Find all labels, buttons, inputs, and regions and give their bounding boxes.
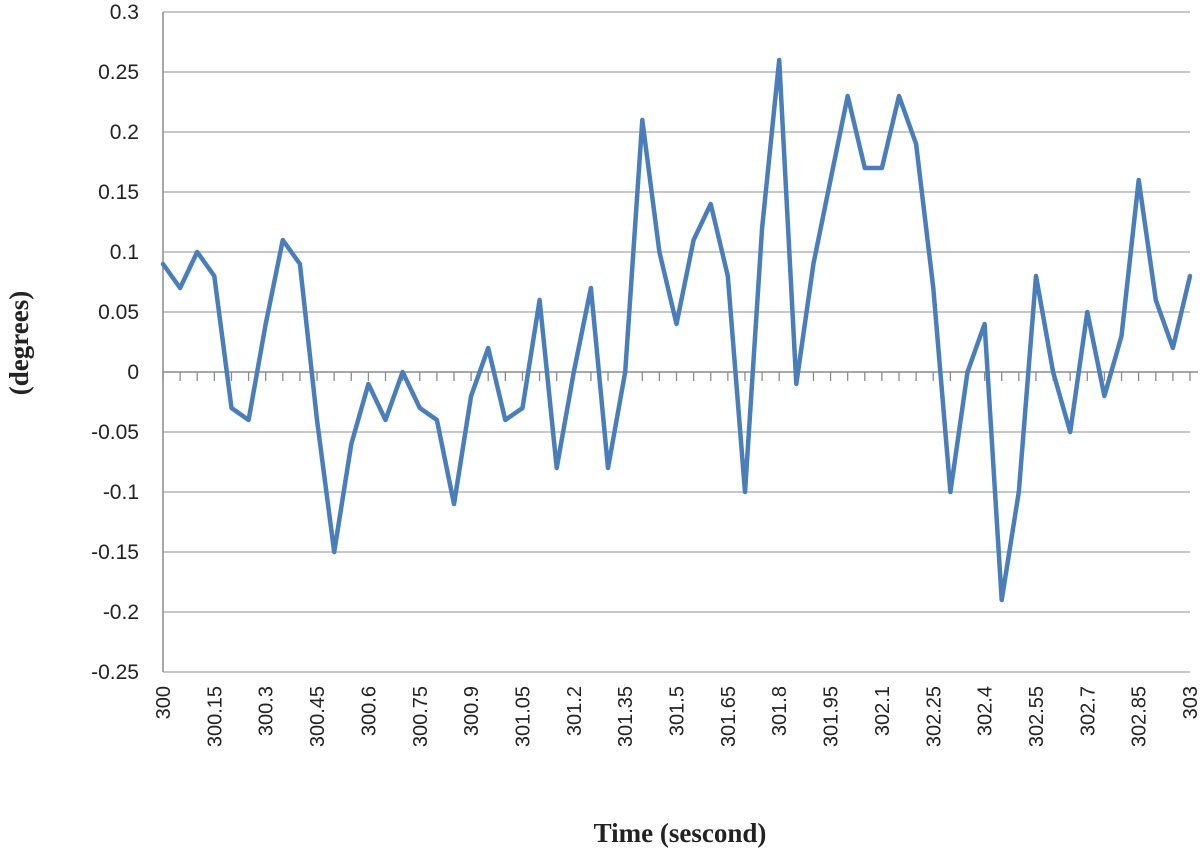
y-tick-label: 0.05 bbox=[98, 301, 139, 324]
x-tick-label: 302.85 bbox=[1129, 686, 1151, 747]
x-tick-label: 302.55 bbox=[1026, 686, 1048, 747]
y-tick-label: 0.3 bbox=[110, 1, 139, 24]
x-tick-label: 301.05 bbox=[512, 686, 534, 747]
x-tick-label: 301.2 bbox=[564, 686, 586, 736]
y-tick-label: -0.2 bbox=[103, 601, 139, 624]
x-tick-label: 300.9 bbox=[461, 686, 483, 736]
x-tick-label: 300.45 bbox=[307, 686, 329, 747]
x-tick-label: 302.1 bbox=[872, 686, 894, 736]
y-tick-label: 0.2 bbox=[110, 121, 139, 144]
series-layer bbox=[160, 57, 1193, 603]
x-tick-label: 302.4 bbox=[975, 686, 997, 736]
y-tick-label: -0.1 bbox=[103, 481, 139, 504]
y-tick-label: 0.15 bbox=[98, 181, 139, 204]
y-tick-label: 0.1 bbox=[110, 241, 139, 264]
y-tick-label: -0.05 bbox=[91, 421, 139, 444]
x-tick-labels: 300 300.15 300.3 300.45 300.6 300.75 300.9 301.… bbox=[153, 686, 1200, 747]
gridlines bbox=[163, 11, 1190, 673]
x-tick-label: 301.8 bbox=[769, 686, 791, 736]
axes bbox=[162, 12, 1198, 672]
y-axis-title: (degrees) bbox=[4, 291, 34, 395]
x-tick-label: 301.5 bbox=[667, 686, 689, 736]
x-tick-label: 303 bbox=[1180, 686, 1200, 719]
x-tick-label: 302.25 bbox=[923, 686, 945, 747]
x-tick-label: 302.7 bbox=[1077, 686, 1099, 736]
y-tick-label: -0.25 bbox=[91, 661, 139, 684]
y-tick-label: 0 bbox=[127, 361, 139, 384]
x-tick-label: 301.35 bbox=[615, 686, 637, 747]
y-tick-label: 0.25 bbox=[98, 61, 139, 84]
x-axis-title: Time (sescond) bbox=[594, 818, 767, 848]
x-tick-label: 300.75 bbox=[410, 686, 432, 747]
x-tick-label: 300.15 bbox=[204, 686, 226, 747]
series-line bbox=[160, 57, 1193, 603]
y-tick-labels: 0.3 0.25 0.2 0.15 0.1 0.05 0 -0.05 -0.1 -0.15 -0.2… bbox=[91, 1, 139, 684]
x-tick-label: 301.65 bbox=[718, 686, 740, 747]
y-tick-label: -0.15 bbox=[91, 541, 139, 564]
x-tick-label: 301.95 bbox=[821, 686, 843, 747]
x-tick-label: 300.6 bbox=[358, 686, 380, 736]
x-tick-label: 300 bbox=[153, 686, 175, 719]
x-tick-label: 300.3 bbox=[256, 686, 278, 736]
